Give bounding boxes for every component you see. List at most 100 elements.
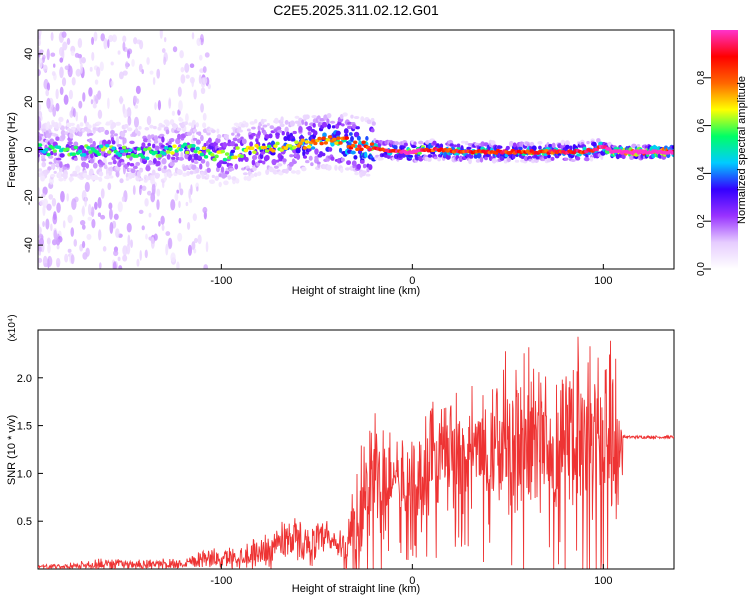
spectrogram-noise-cell	[91, 51, 95, 61]
spectrogram-ridge-cell	[134, 154, 139, 158]
spectrogram-band-cell	[379, 157, 384, 161]
spectrogram-band-cell	[165, 129, 170, 135]
spectrogram-band-cell	[550, 156, 555, 161]
spectrogram-ridge-cell	[369, 142, 375, 146]
spectrogram-band-cell	[310, 146, 316, 150]
spectrogram-band-cell	[163, 165, 167, 170]
spectrogram-noise-cell	[74, 52, 80, 58]
spectrogram-ridge-cell	[65, 147, 70, 151]
spectrogram-band-cell	[182, 172, 188, 177]
spectrogram-band-cell	[240, 136, 244, 140]
spectrogram-noise-cell	[46, 237, 51, 245]
spectrogram-band-cell	[366, 119, 372, 125]
spectrogram-ridge-cell	[73, 145, 79, 150]
spectrogram-band-cell	[371, 121, 376, 126]
spectrogram-band-cell	[89, 158, 95, 164]
spectrogram-band-cell	[589, 157, 594, 162]
spectrogram-band-cell	[511, 154, 516, 160]
spectrogram-band-cell	[433, 156, 438, 160]
spectrogram-band-cell	[264, 154, 270, 161]
spectrogram-band-cell	[279, 123, 285, 128]
spectrogram-band-cell	[251, 126, 256, 130]
spectrogram-cells	[38, 30, 674, 269]
spectrogram-noise-cell	[71, 77, 76, 86]
spectrogram-noise-cell	[102, 246, 107, 252]
spectrogram-noise-cell	[38, 237, 44, 246]
spectrogram-noise-cell	[145, 233, 148, 240]
spectrogram-noise-cell	[56, 202, 61, 214]
spectrogram-noise-cell	[91, 36, 95, 46]
spectrogram-noise-cell	[38, 57, 43, 69]
spectrogram-band-cell	[301, 166, 307, 172]
spectrogram-ridge-cell	[367, 147, 373, 152]
spectrogram-band-cell	[350, 135, 354, 142]
spectrogram-noise-cell	[141, 69, 144, 75]
spectrogram-noise-cell	[42, 255, 48, 268]
spectrogram-noise-cell	[150, 237, 155, 249]
spectrogram-band-cell	[351, 160, 357, 167]
spectrogram-noise-cell	[127, 234, 131, 247]
spectrogram-noise-cell	[165, 231, 171, 236]
snr-scale-label: (x10⁴)	[7, 314, 18, 341]
spectrogram-band-cell	[111, 156, 116, 161]
spectrogram-noise-cell	[185, 74, 190, 79]
spectrogram-noise-cell	[51, 239, 57, 246]
spectrogram-noise-cell	[165, 243, 169, 256]
spectrogram-noise-cell	[192, 213, 197, 222]
spectrogram-ridge-cell	[124, 149, 129, 153]
spectrogram-band-cell	[127, 127, 133, 132]
spectrogram-band-cell	[304, 121, 308, 127]
spectrogram-band-cell	[564, 140, 570, 147]
colorbar-gradient	[711, 30, 738, 269]
spectrogram-band-cell	[359, 159, 365, 164]
spectrogram-noise-cell	[172, 46, 178, 53]
spectrogram-band-cell	[468, 154, 474, 159]
spectrogram-ridge-cell	[670, 151, 674, 155]
spectrogram-ridge-cell	[163, 146, 169, 150]
spectrogram-band-cell	[241, 138, 247, 145]
spectrogram-noise-cell	[119, 95, 123, 105]
spectrogram-band-cell	[177, 169, 183, 176]
snr-x-ticks: -100 0 100	[210, 564, 613, 587]
spectrogram-band-cell	[298, 126, 303, 133]
spectrogram-band-cell	[48, 161, 53, 165]
spectrogram-y-axis-label: Frequency (Hz)	[6, 112, 18, 188]
spectrogram-noise-cell	[176, 261, 180, 269]
spectrogram-band-cell	[301, 119, 305, 125]
spectrogram-noise-cell	[146, 57, 150, 65]
spectrogram-band-cell	[222, 141, 228, 148]
spectrogram-ridge-cell	[350, 143, 356, 148]
spectrogram-band-cell	[370, 128, 375, 133]
spectrogram-ridge-cell	[82, 153, 87, 157]
spectrogram-ridge-cell	[184, 150, 190, 155]
spectrogram-noise-cell	[174, 192, 179, 202]
spectrogram-ridge-cell	[182, 142, 188, 147]
spectrogram-band-cell	[165, 120, 170, 127]
spectrogram-band-cell	[205, 160, 210, 168]
spectrogram-noise-cell	[98, 229, 102, 241]
spectrogram-band-cell	[55, 136, 60, 142]
spectrogram-ridge-cell	[157, 154, 163, 158]
spectrogram-noise-cell	[55, 238, 61, 246]
spectrogram-band-cell	[73, 173, 79, 177]
spectrogram-y-tick-label: -40	[23, 237, 35, 253]
spectrogram-band-cell	[335, 130, 341, 136]
spectrogram-noise-cell	[82, 92, 86, 102]
spectrogram-noise-cell	[88, 87, 93, 97]
spectrogram-noise-cell	[171, 110, 175, 116]
spectrogram-band-cell	[551, 142, 556, 149]
spectrogram-ridge-cell	[212, 157, 217, 162]
snr-y-tick-label: 1.0	[17, 468, 32, 480]
spectrogram-band-cell	[47, 155, 54, 159]
spectrogram-band-cell	[131, 174, 135, 178]
spectrogram-band-cell	[391, 157, 396, 161]
spectrogram-band-cell	[202, 122, 207, 129]
spectrogram-noise-cell	[56, 244, 60, 250]
spectrogram-band-cell	[154, 145, 160, 151]
spectrogram-band-cell	[257, 160, 263, 164]
spectrogram-band-cell	[308, 155, 313, 161]
spectrogram-band-cell	[339, 167, 344, 173]
snr-series-line	[38, 336, 674, 569]
spectrogram-band-cell	[596, 138, 601, 143]
spectrogram-band-cell	[365, 173, 371, 177]
